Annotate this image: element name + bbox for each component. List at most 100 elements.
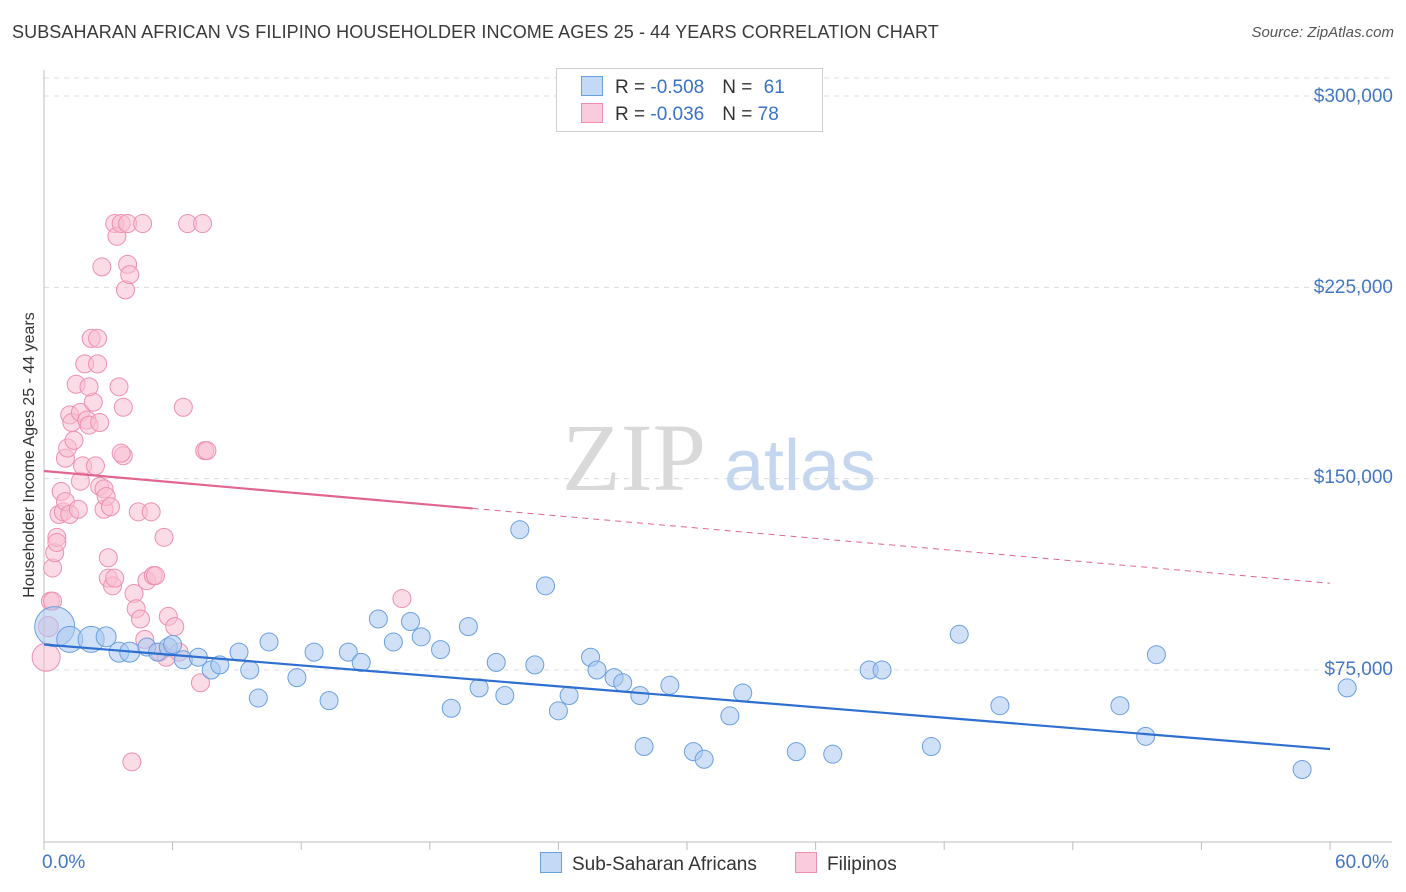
subsaharan-point xyxy=(210,655,230,675)
subsaharan-point xyxy=(1292,759,1312,779)
filipinos-point xyxy=(130,609,150,629)
x-tick-label: 0.0% xyxy=(42,852,86,873)
subsaharan-point xyxy=(163,634,183,654)
legend-row-pink: R = -0.036 N = 78 xyxy=(581,103,779,126)
filipinos-trend-extension xyxy=(472,507,1331,584)
subsaharan-point xyxy=(587,660,607,680)
filipinos-point xyxy=(68,499,88,519)
pink-swatch xyxy=(581,103,603,123)
subsaharan-points xyxy=(34,520,1357,779)
subsaharan-point xyxy=(720,706,740,726)
pink-n-value: 78 xyxy=(757,104,779,125)
subsaharan-point xyxy=(351,652,371,672)
subsaharan-point xyxy=(259,632,279,652)
legend-item-filipinos: Filipinos xyxy=(795,852,897,876)
filipinos-point xyxy=(154,527,174,547)
filipinos-point xyxy=(193,214,213,234)
filipinos-point xyxy=(133,214,153,234)
filipinos-point xyxy=(392,589,412,609)
filipinos-point xyxy=(122,752,142,772)
filipinos-point xyxy=(120,265,140,285)
filipinos-point xyxy=(98,548,118,568)
y-tick-label: $75,000 xyxy=(1324,659,1393,680)
watermark-zip: ZIP xyxy=(562,404,706,511)
legend-label: Filipinos xyxy=(827,854,897,875)
y-tick-label: $225,000 xyxy=(1313,277,1393,298)
watermark-atlas: atlas xyxy=(724,426,876,506)
subsaharan-point xyxy=(536,576,556,596)
subsaharan-point xyxy=(660,675,680,695)
r-label: R = xyxy=(615,104,651,125)
filipinos-point xyxy=(47,532,67,552)
subsaharan-point xyxy=(990,696,1010,716)
subsaharan-point xyxy=(248,688,268,708)
filipinos-point xyxy=(113,397,133,417)
filipinos-point xyxy=(141,502,161,522)
subsaharan-point xyxy=(921,737,941,757)
filipinos-point xyxy=(79,377,99,397)
filipinos-point xyxy=(85,456,105,476)
subsaharan-point xyxy=(495,686,515,706)
legend-item-subsaharan: Sub-Saharan Africans xyxy=(540,852,757,876)
subsaharan-point xyxy=(548,701,568,721)
subsaharan-point xyxy=(486,652,506,672)
subsaharan-point xyxy=(411,627,431,647)
subsaharan-point xyxy=(304,642,324,662)
subsaharan-point xyxy=(431,640,451,660)
legend-label: Sub-Saharan Africans xyxy=(572,854,757,875)
subsaharan-point xyxy=(510,520,530,540)
subsaharan-point xyxy=(1146,645,1166,665)
trend-lines xyxy=(43,469,1331,751)
filipinos-point xyxy=(31,642,61,672)
chart-title: SUBSAHARAN AFRICAN VS FILIPINO HOUSEHOLD… xyxy=(12,22,939,42)
subsaharan-point xyxy=(95,626,117,648)
subsaharan-point xyxy=(458,617,478,637)
subsaharan-point xyxy=(383,632,403,652)
filipinos-point xyxy=(165,617,185,637)
filipinos-point xyxy=(88,328,108,348)
correlation-legend: R = -0.508 N = 61 R = -0.036 N = 78 xyxy=(556,68,823,132)
filipinos-point xyxy=(173,397,193,417)
subsaharan-point xyxy=(823,744,843,764)
subsaharan-point xyxy=(872,660,892,680)
blue-n-value: 61 xyxy=(763,77,785,98)
subsaharan-point xyxy=(733,683,753,703)
subsaharan-point xyxy=(559,686,579,706)
subsaharan-point xyxy=(319,691,339,711)
subsaharan-point xyxy=(525,655,545,675)
subsaharan-point xyxy=(634,737,654,757)
chart-source: Source: ZipAtlas.com xyxy=(1251,24,1394,41)
blue-r-value: -0.508 xyxy=(650,77,705,98)
subsaharan-point xyxy=(949,624,969,644)
subsaharan-point xyxy=(1110,696,1130,716)
y-tick-label: $300,000 xyxy=(1313,86,1393,107)
axes xyxy=(43,70,1392,850)
pink-r-value: -0.036 xyxy=(650,104,705,125)
subsaharan-point xyxy=(694,749,714,769)
filipinos-point xyxy=(109,377,129,397)
filipinos-point xyxy=(100,497,120,517)
filipinos-point xyxy=(197,441,217,461)
filipinos-point xyxy=(64,430,84,450)
r-label: R = xyxy=(615,77,651,98)
filipinos-point xyxy=(92,257,112,277)
subsaharan-point xyxy=(287,668,307,688)
legend-row-blue: R = -0.508 N = 61 xyxy=(581,76,785,99)
filipinos-point xyxy=(111,443,131,463)
subsaharan-point xyxy=(368,609,388,629)
subsaharan-point xyxy=(1136,726,1156,746)
subsaharan-point xyxy=(441,698,461,718)
subsaharan-point xyxy=(229,642,249,662)
y-tick-label: $150,000 xyxy=(1313,467,1393,488)
subsaharan-point xyxy=(240,660,260,680)
subsaharan-point xyxy=(786,742,806,762)
n-label: N = xyxy=(722,77,758,98)
gridlines xyxy=(44,77,1392,671)
x-tick-label: 60.0% xyxy=(1335,852,1389,873)
subsaharan-point xyxy=(1337,678,1357,698)
blue-swatch xyxy=(581,76,603,96)
n-label: N = xyxy=(722,104,758,125)
filipinos-point xyxy=(88,354,108,374)
filipinos-point xyxy=(190,673,210,693)
